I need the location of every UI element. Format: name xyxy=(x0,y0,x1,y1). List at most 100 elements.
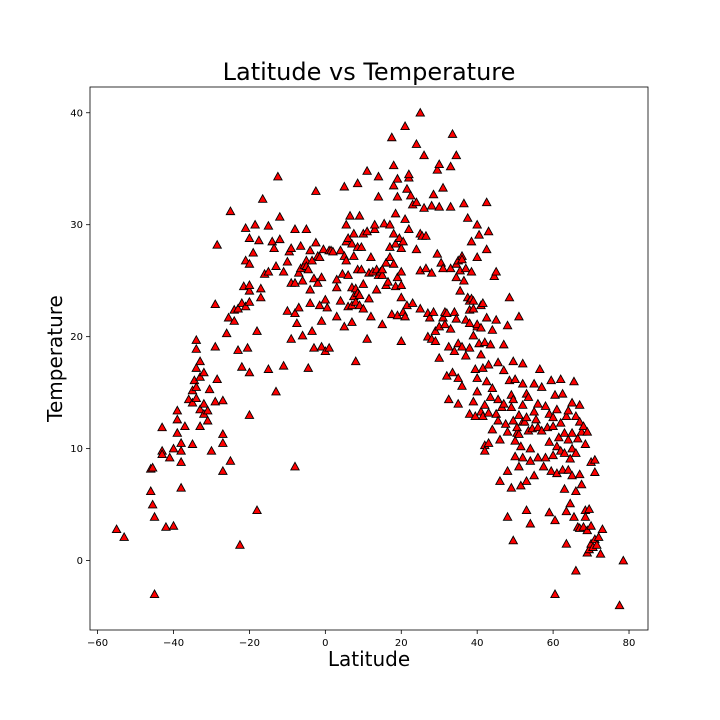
data-point-marker xyxy=(274,234,285,244)
data-point-marker xyxy=(453,398,464,408)
data-point-marker xyxy=(485,339,496,349)
data-point-marker xyxy=(369,219,380,229)
data-point-marker xyxy=(244,367,255,377)
data-point-marker xyxy=(532,398,543,408)
data-point-marker xyxy=(483,437,494,447)
data-point-marker xyxy=(570,447,581,457)
data-point-marker xyxy=(580,511,591,521)
data-point-marker xyxy=(362,165,373,175)
data-point-marker xyxy=(191,343,202,353)
data-point-marker xyxy=(310,185,321,195)
data-point-marker xyxy=(508,394,519,404)
data-point-marker xyxy=(555,417,566,427)
x-tick-label: 40 xyxy=(471,638,484,649)
data-point-marker xyxy=(147,462,158,472)
data-point-marker xyxy=(401,183,412,193)
data-point-marker xyxy=(407,297,418,307)
data-point-marker xyxy=(550,389,560,399)
data-point-marker xyxy=(474,229,485,239)
data-point-marker xyxy=(434,159,445,169)
data-point-marker xyxy=(369,224,380,233)
data-point-marker xyxy=(331,311,342,321)
data-point-marker xyxy=(356,264,367,274)
data-point-marker xyxy=(574,416,585,426)
data-point-marker xyxy=(517,452,528,462)
data-point-marker xyxy=(532,452,543,462)
data-point-marker xyxy=(508,535,519,545)
data-point-marker xyxy=(314,300,325,310)
data-point-marker xyxy=(160,521,171,531)
data-point-marker xyxy=(352,178,363,188)
data-point-marker xyxy=(470,364,481,373)
data-point-marker xyxy=(212,239,223,249)
data-point-marker xyxy=(172,405,183,415)
data-point-marker xyxy=(206,445,217,455)
data-point-marker xyxy=(466,266,477,276)
data-point-marker xyxy=(574,399,585,409)
data-point-marker xyxy=(593,531,604,541)
data-point-marker xyxy=(164,452,175,462)
data-point-marker xyxy=(502,465,513,475)
data-point-marker xyxy=(572,433,583,443)
y-axis-label: Temperature xyxy=(43,295,67,423)
data-point-marker xyxy=(565,453,576,463)
data-point-marker xyxy=(149,511,160,521)
data-point-marker xyxy=(447,367,458,377)
data-point-marker xyxy=(510,451,521,461)
data-point-marker xyxy=(297,275,308,285)
data-point-marker xyxy=(559,483,570,493)
x-tick-label: 20 xyxy=(395,638,408,649)
data-point-marker xyxy=(310,237,321,247)
data-point-marker xyxy=(504,292,515,302)
data-point-marker xyxy=(168,520,179,530)
data-point-marker xyxy=(244,296,255,306)
data-point-marker xyxy=(350,356,361,366)
data-point-marker xyxy=(282,305,293,315)
data-point-marker xyxy=(293,267,304,277)
data-point-marker xyxy=(589,467,600,476)
data-point-marker xyxy=(472,252,483,261)
x-axis-ticks: −60 −40 −20 0 20 40 60 80 xyxy=(87,630,635,649)
data-point-marker xyxy=(521,475,532,485)
data-point-marker xyxy=(479,399,490,409)
data-point-marker xyxy=(529,378,540,388)
data-point-marker xyxy=(386,132,397,142)
data-point-marker xyxy=(255,292,266,302)
data-point-marker xyxy=(365,311,376,321)
data-point-marker xyxy=(419,202,430,212)
data-point-marker xyxy=(210,299,221,309)
data-point-marker xyxy=(339,181,350,191)
data-point-marker xyxy=(502,320,513,330)
data-point-marker xyxy=(271,261,281,270)
data-point-marker xyxy=(544,507,555,517)
data-point-marker xyxy=(561,538,572,548)
x-axis-label: Latitude xyxy=(328,647,410,671)
data-point-marker xyxy=(438,312,448,322)
data-point-marker xyxy=(267,236,278,246)
data-point-marker xyxy=(567,427,578,437)
data-point-marker xyxy=(301,224,312,233)
data-point-marker xyxy=(386,309,397,319)
data-point-marker xyxy=(426,200,437,210)
data-point-marker xyxy=(316,341,327,351)
data-point-marker xyxy=(172,427,183,437)
data-point-marker xyxy=(191,381,202,391)
data-point-marker xyxy=(217,465,228,475)
data-point-marker xyxy=(212,374,223,384)
data-point-marker xyxy=(597,524,608,534)
data-point-marker xyxy=(451,313,462,323)
data-point-marker xyxy=(563,434,574,444)
data-point-marker xyxy=(257,193,268,203)
data-point-marker xyxy=(354,210,365,220)
data-point-marker xyxy=(438,263,448,273)
data-point-marker xyxy=(371,284,382,294)
data-point-marker xyxy=(405,190,416,200)
data-point-marker xyxy=(521,412,532,422)
data-point-marker xyxy=(483,226,494,236)
data-point-marker xyxy=(411,138,422,148)
data-point-marker xyxy=(449,346,460,356)
data-point-marker xyxy=(345,210,355,220)
data-point-marker xyxy=(388,228,399,238)
data-point-marker xyxy=(335,295,346,305)
